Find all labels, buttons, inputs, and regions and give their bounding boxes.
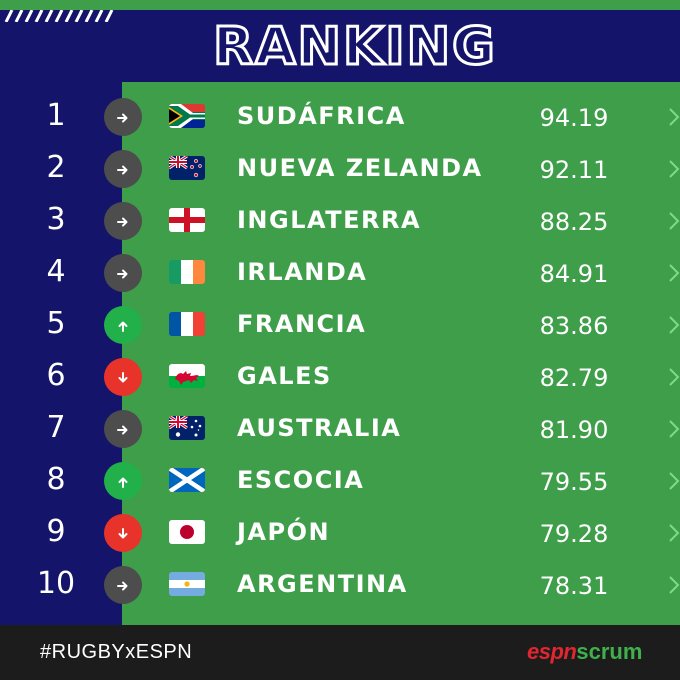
rank-number: 7 <box>46 410 66 445</box>
hashtag-text: #RUGBYxESPN <box>40 641 193 663</box>
arrow-up-icon <box>115 315 131 334</box>
team-points: 79.55 <box>539 468 609 496</box>
top-accent-bar <box>0 0 680 10</box>
cut-off-mark-icon <box>669 316 680 334</box>
rank-number: 4 <box>46 254 66 289</box>
team-name: ARGENTINA <box>237 570 408 598</box>
trend-badge <box>104 358 142 396</box>
cut-off-mark-icon <box>669 108 680 126</box>
flag-new-zealand-icon <box>169 156 205 180</box>
rank-number: 2 <box>46 150 66 185</box>
flag-scotland-icon <box>169 468 205 492</box>
green-panel <box>122 82 680 625</box>
team-points: 79.28 <box>539 520 609 548</box>
ranking-row: 10 ARGENTINA 78.31 <box>0 558 680 610</box>
arrow-up-icon <box>115 471 131 490</box>
arrow-right-icon <box>115 575 131 594</box>
trend-badge <box>104 462 142 500</box>
ranking-row: 4 IRLANDA 84.91 <box>0 246 680 298</box>
team-name: SUDÁFRICA <box>237 102 406 130</box>
flag-wales-icon <box>169 364 205 388</box>
trend-badge <box>104 202 142 240</box>
arrow-right-icon <box>115 263 131 282</box>
espn-logo-text: espn <box>527 639 577 664</box>
ranking-row: 1 SUDÁFRICA 94.19 <box>0 90 680 142</box>
ranking-row: 3 INGLATERRA 88.25 <box>0 194 680 246</box>
cut-off-mark-icon <box>669 524 680 542</box>
team-name: FRANCIA <box>237 310 367 338</box>
ranking-row: 8 ESCOCIA 79.55 <box>0 454 680 506</box>
team-points: 81.90 <box>539 416 609 444</box>
rank-number: 1 <box>46 98 66 133</box>
ranking-row: 7 AUSTRALIA 81.90 <box>0 402 680 454</box>
team-name: ESCOCIA <box>237 466 365 494</box>
footer: #RUGBYxESPN espnscrum <box>0 625 680 680</box>
team-name: JAPÓN <box>237 518 331 546</box>
cut-off-mark-icon <box>669 472 680 490</box>
team-points: 84.91 <box>539 260 609 288</box>
rank-number: 5 <box>46 306 66 341</box>
team-points: 82.79 <box>539 364 609 392</box>
arrow-right-icon <box>115 211 131 230</box>
team-name: NUEVA ZELANDA <box>237 154 483 182</box>
decorative-stripes-icon <box>4 10 114 22</box>
trend-badge <box>104 150 142 188</box>
espn-scrum-logo: espnscrum <box>527 635 642 669</box>
scrum-logo-text: scrum <box>576 639 643 664</box>
cut-off-mark-icon <box>669 576 680 594</box>
rank-number: 8 <box>46 462 66 497</box>
trend-badge <box>104 98 142 136</box>
trend-badge <box>104 306 142 344</box>
team-name: AUSTRALIA <box>237 414 402 442</box>
team-points: 92.11 <box>539 156 609 184</box>
trend-badge <box>104 514 142 552</box>
team-name: IRLANDA <box>237 258 368 286</box>
arrow-right-icon <box>115 419 131 438</box>
arrow-down-icon <box>115 367 131 386</box>
team-name: INGLATERRA <box>237 206 422 234</box>
arrow-down-icon <box>115 523 131 542</box>
team-points: 94.19 <box>539 104 609 132</box>
cut-off-mark-icon <box>669 160 680 178</box>
ranking-row: 9 JAPÓN 79.28 <box>0 506 680 558</box>
team-points: 83.86 <box>539 312 609 340</box>
page-title: RANKING <box>212 16 497 79</box>
flag-argentina-icon <box>169 572 205 596</box>
arrow-right-icon <box>115 159 131 178</box>
trend-badge <box>104 410 142 448</box>
flag-ireland-icon <box>169 260 205 284</box>
flag-south-africa-icon <box>169 104 205 128</box>
rank-number: 3 <box>46 202 66 237</box>
cut-off-mark-icon <box>669 212 680 230</box>
flag-england-icon <box>169 208 205 232</box>
team-points: 78.31 <box>539 572 609 600</box>
flag-japan-icon <box>169 520 205 544</box>
trend-badge <box>104 254 142 292</box>
flag-france-icon <box>169 312 205 336</box>
arrow-right-icon <box>115 107 131 126</box>
ranking-row: 2 NUEVA ZELANDA 92.11 <box>0 142 680 194</box>
trend-badge <box>104 566 142 604</box>
cut-off-mark-icon <box>669 420 680 438</box>
rank-number: 10 <box>36 566 76 601</box>
ranking-row: 5 FRANCIA 83.86 <box>0 298 680 350</box>
team-name: GALES <box>237 362 332 390</box>
rank-number: 9 <box>46 514 66 549</box>
rank-number: 6 <box>46 358 66 393</box>
cut-off-mark-icon <box>669 264 680 282</box>
team-points: 88.25 <box>539 208 609 236</box>
ranking-row: 6 GALES 82.79 <box>0 350 680 402</box>
cut-off-mark-icon <box>669 368 680 386</box>
flag-australia-icon <box>169 416 205 440</box>
